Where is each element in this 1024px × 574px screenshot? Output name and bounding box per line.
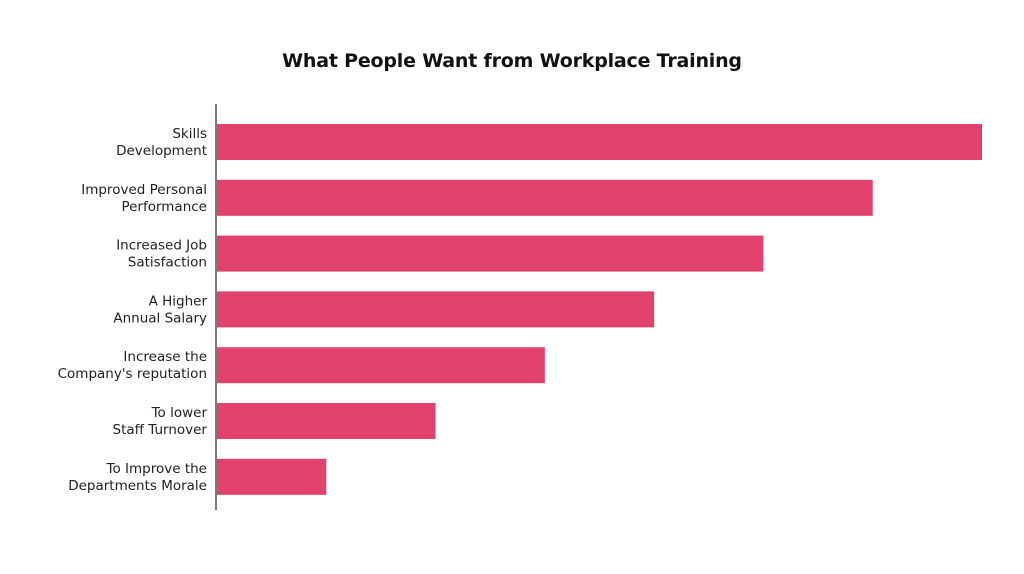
bar-5 [217,403,436,439]
category-label-2: Increased Job Satisfaction [116,238,207,271]
category-label-3: A Higher Annual Salary [113,293,207,326]
category-label-6: To Improve the Departments Morale [68,461,207,494]
category-label-0: Skills Development [116,126,207,159]
category-label-1: Improved Personal Performance [81,182,207,215]
chart-title: What People Want from Workplace Training [282,50,742,72]
bar-6 [217,458,327,495]
bars [217,124,982,495]
bar-3 [217,291,655,328]
category-label-4: Increase the Company's reputation [58,349,207,382]
bar-2 [217,235,764,272]
bar-4 [217,347,545,384]
bar-1 [217,179,873,216]
bar-0 [217,124,982,160]
category-label-5: To lower Staff Turnover [113,405,208,438]
category-labels: Skills Development Improved Personal Perfor… [58,126,208,494]
